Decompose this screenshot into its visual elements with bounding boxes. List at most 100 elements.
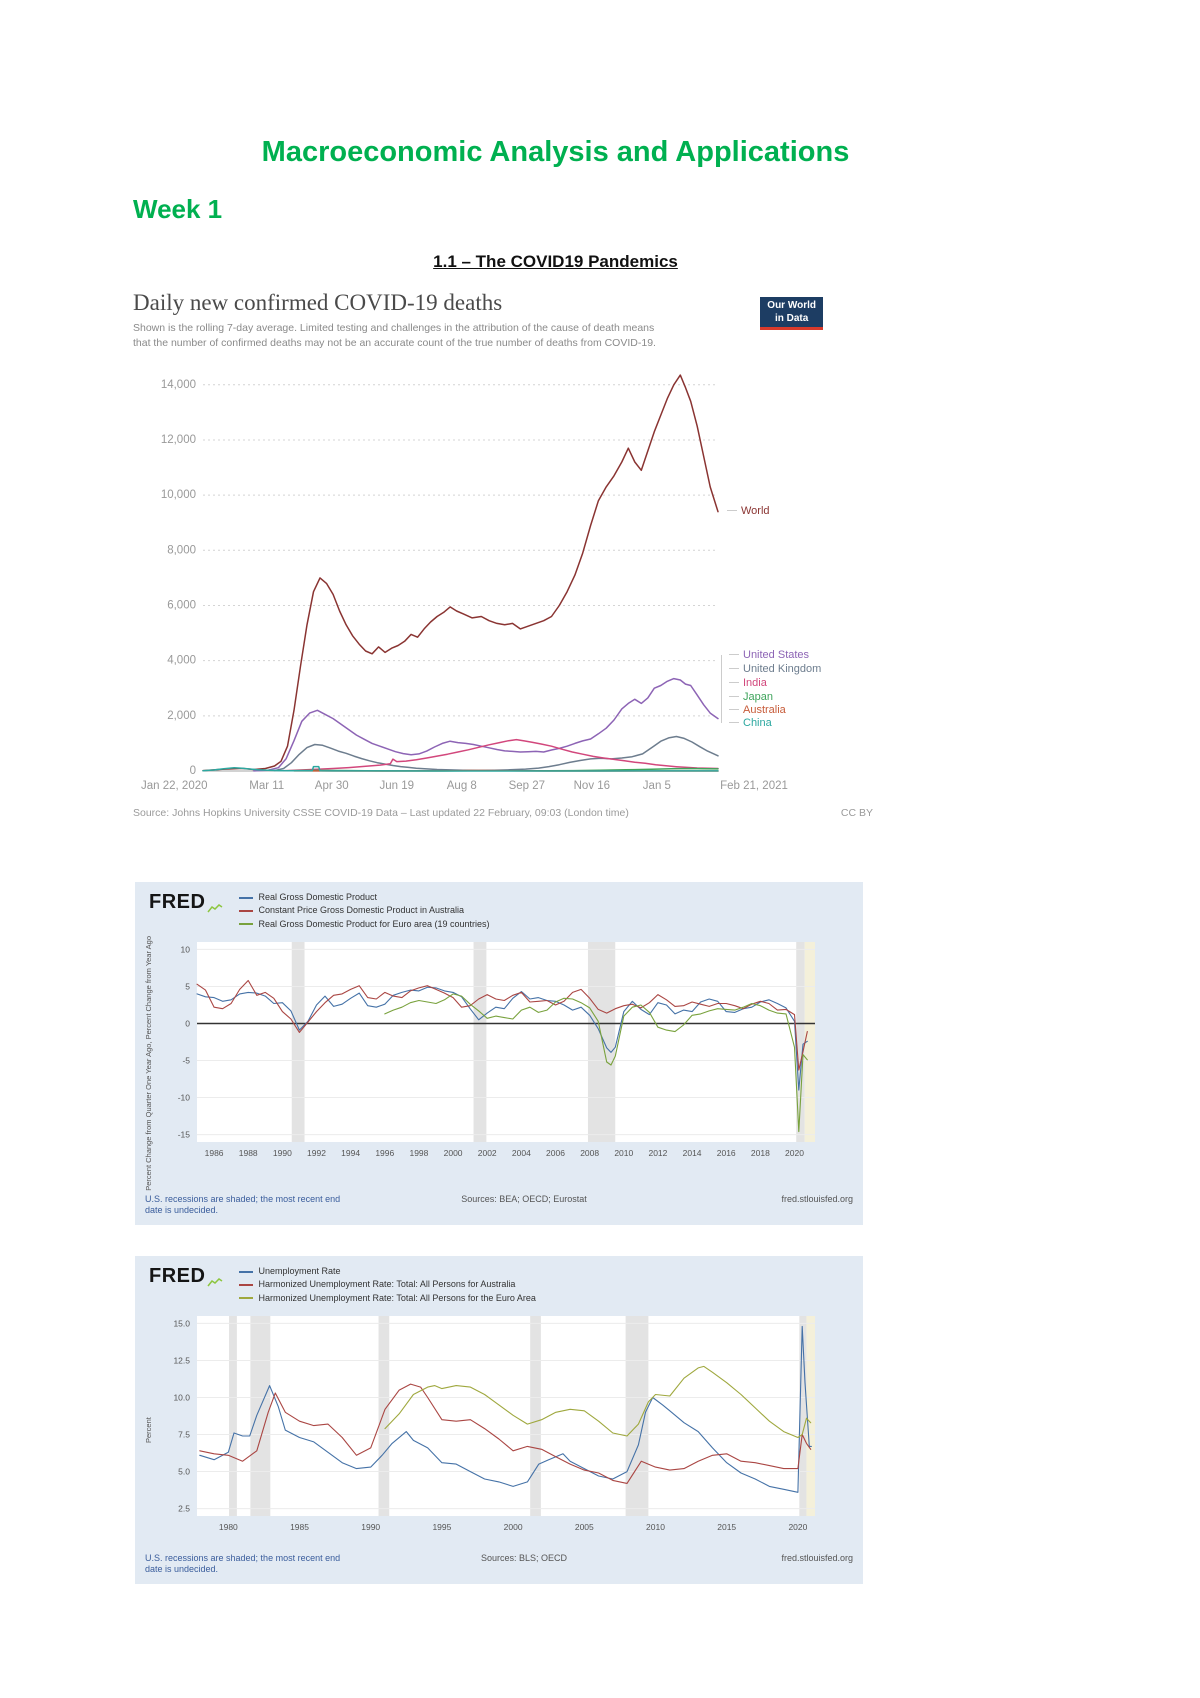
legend-swatch [239,896,254,899]
covid-chart-source: Source: Johns Hopkins University CSSE CO… [133,807,629,820]
svg-text:-10: -10 [178,1092,191,1102]
fred-unemployment-y-axis-label: Percent [144,1416,153,1443]
fred-gdp-plot: Percent Change from Quarter One Year Ago… [144,935,853,1191]
svg-text:1996: 1996 [375,1148,394,1158]
recession-note: U.S. recessions are shaded; the most rec… [145,1552,341,1575]
fred-logo-sparkline-icon [207,1278,223,1287]
line-label-united-kingdom: United Kingdom [729,663,821,675]
svg-text:15.0: 15.0 [173,1318,190,1328]
svg-text:10: 10 [181,944,191,954]
svg-text:2008: 2008 [580,1148,599,1158]
svg-text:Nov 16: Nov 16 [574,780,610,792]
owid-logo: Our World in Data [760,297,823,330]
svg-text:0: 0 [185,1018,190,1028]
svg-text:-15: -15 [178,1129,191,1139]
svg-text:Feb 21, 2021: Feb 21, 2021 [720,780,788,792]
svg-text:2016: 2016 [717,1148,736,1158]
covid-chart-subtitle-line2: that the number of confirmed deaths may … [133,337,656,350]
svg-text:4,000: 4,000 [167,655,196,667]
svg-text:12.5: 12.5 [173,1355,190,1365]
svg-text:Sep 27: Sep 27 [509,780,545,792]
svg-text:1985: 1985 [290,1522,309,1532]
svg-text:1994: 1994 [341,1148,360,1158]
license-label: CC BY [840,807,873,820]
svg-text:1995: 1995 [432,1522,451,1532]
svg-text:-5: -5 [182,1055,190,1065]
svg-text:1980: 1980 [219,1522,238,1532]
svg-text:2010: 2010 [646,1522,665,1532]
svg-text:12,000: 12,000 [161,434,196,446]
owid-logo-line2: in Data [774,312,809,324]
fred-logo-text: FRED [149,1265,206,1287]
fred-gdp-legend: Real Gross Domestic Product Constant Pri… [239,892,490,932]
svg-text:2006: 2006 [546,1148,565,1158]
svg-text:0: 0 [190,765,196,777]
svg-text:1998: 1998 [409,1148,428,1158]
svg-text:2010: 2010 [614,1148,633,1158]
fred-unemployment-line-chart: 15.0 12.5 10.0 7.5 5.0 2.5 1980 1985 1990 1995 200… [173,1315,815,1532]
legend-swatch [239,923,254,926]
svg-text:7.5: 7.5 [178,1429,190,1439]
legend-item: Harmonized Unemployment Rate: Total: All… [239,1292,536,1304]
svg-text:Apr 30: Apr 30 [315,780,349,792]
svg-text:Aug 8: Aug 8 [447,780,477,792]
fred-gdp-line-chart: 10 5 0 -5 -10 -15 1986 1988 1990 1992 1994 1996 1998… [178,941,815,1158]
covid-chart-header: Daily new confirmed COVID-19 deaths Show… [133,290,873,351]
svg-text:2012: 2012 [648,1148,667,1158]
svg-text:2018: 2018 [751,1148,770,1158]
legend-label: Unemployment Rate [258,1266,341,1276]
svg-text:2004: 2004 [512,1148,531,1158]
svg-text:1990: 1990 [361,1522,380,1532]
fred-logo: FRED [149,1265,223,1288]
legend-swatch [239,909,254,912]
fred-gdp-header: FRED Real Gross Domestic Product Constan… [145,890,853,932]
svg-text:2015: 2015 [717,1522,736,1532]
section-heading: 1.1 – The COVID19 Pandemics [433,252,678,271]
svg-text:2020: 2020 [788,1522,807,1532]
covid-chart-footer: Source: Johns Hopkins University CSSE CO… [133,807,873,819]
fred-gdp-y-axis-label: Percent Change from Quarter One Year Ago… [144,935,153,1191]
svg-text:1988: 1988 [239,1148,258,1158]
legend-label: Harmonized Unemployment Rate: Total: All… [258,1279,516,1290]
svg-text:2000: 2000 [504,1522,523,1532]
svg-text:2020: 2020 [785,1148,804,1158]
covid-deaths-figure: Daily new confirmed COVID-19 deaths Show… [133,290,873,819]
fred-unemployment-footer: U.S. recessions are shaded; the most rec… [145,1553,853,1576]
fred-unemployment-legend: Unemployment Rate Harmonized Unemploymen… [239,1266,536,1306]
legend-item: Real Gross Domestic Product [239,892,489,903]
legend-label: Constant Price Gross Domestic Product in… [258,905,465,916]
legend-item: Unemployment Rate [239,1266,535,1277]
fred-unemployment-figure: FRED Unemployment Rate Harmonized Unempl… [135,1256,863,1585]
svg-text:2.5: 2.5 [178,1503,190,1513]
line-label-china: China [729,717,772,729]
fred-unemployment-header: FRED Unemployment Rate Harmonized Unempl… [145,1264,853,1306]
svg-text:10,000: 10,000 [161,490,196,502]
svg-text:1990: 1990 [273,1148,292,1158]
svg-text:Jan 22, 2020: Jan 22, 2020 [141,780,208,792]
legend-swatch [239,1270,254,1273]
covid-deaths-line-chart: 0 2,000 4,000 6,000 8,000 10,000 12,000 14,000 J… [141,374,788,792]
sources-label: Sources: BEA; OECD; Eurostat [461,1193,587,1204]
fred-unemployment-plot: Percent 15.0 12.5 10.0 7.5 5.0 2.5 1980 1985 199… [144,1310,853,1550]
legend-swatch [239,1297,254,1300]
legend-item: Real Gross Domestic Product for Euro are… [239,919,490,930]
fred-logo-text: FRED [149,891,206,913]
fred-gdp-figure: FRED Real Gross Domestic Product Constan… [135,882,863,1225]
svg-text:2014: 2014 [683,1148,702,1158]
svg-text:5.0: 5.0 [178,1466,190,1476]
covid-chart-plot: 0 2,000 4,000 6,000 8,000 10,000 12,000 14,000 J… [133,359,873,799]
legend-label: Harmonized Unemployment Rate: Total: All… [258,1292,536,1303]
fred-logo: FRED [149,891,223,914]
line-label-world: World [727,505,770,517]
svg-text:Jan 5: Jan 5 [643,780,671,792]
legend-item: Constant Price Gross Domestic Product in… [239,905,489,916]
svg-text:2,000: 2,000 [167,710,196,722]
svg-text:14,000: 14,000 [161,379,196,391]
covid-chart-title: Daily new confirmed COVID-19 deaths [133,290,503,315]
svg-text:6,000: 6,000 [167,600,196,612]
legend-swatch [239,1283,254,1286]
svg-text:Jun 19: Jun 19 [380,780,415,792]
svg-text:Mar 11: Mar 11 [249,780,284,792]
label-leader-lines [721,655,727,724]
